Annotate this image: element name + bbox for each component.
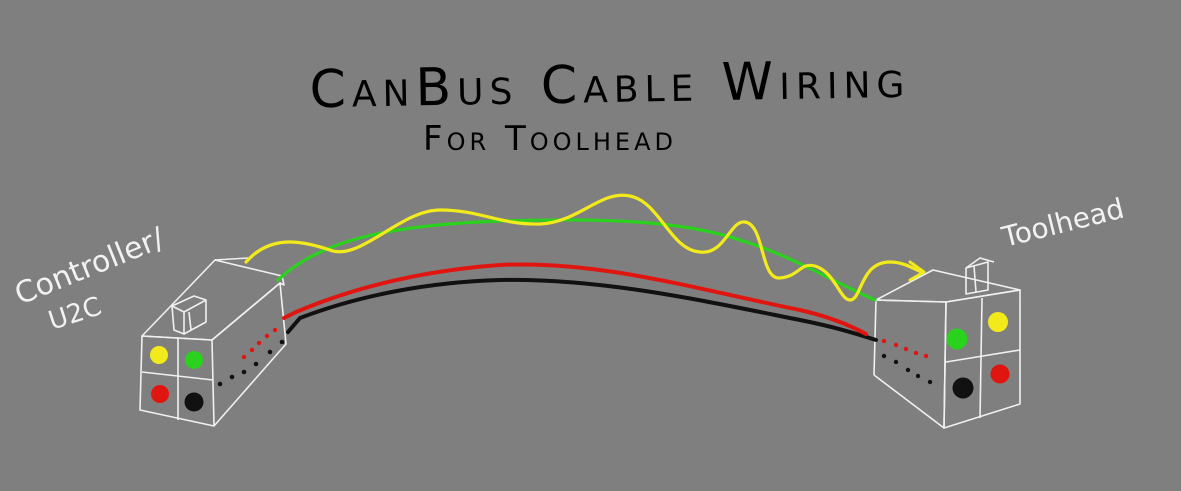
controller-wire-ends (217, 327, 285, 387)
toolhead-pins (946, 312, 1010, 399)
controller-box (139, 257, 287, 427)
red-wire (282, 262, 868, 336)
controller-pins (150, 346, 204, 412)
diagram-subtitle: For Toolhead (423, 119, 677, 159)
toolhead-wire-ends (881, 338, 933, 385)
yellow-arrow-head (908, 260, 926, 282)
controller-pin-black (184, 392, 204, 412)
toolhead-black-dots (881, 353, 933, 385)
controller-pin-green (185, 351, 203, 369)
toolhead-pin-green (946, 328, 968, 350)
toolhead-pin-red (990, 364, 1010, 384)
diagram-title: CanBus Cable Wiring (309, 50, 911, 120)
controller-red-dots (241, 327, 278, 360)
toolhead-label: Toolhead (998, 192, 1128, 254)
controller-black-dots (217, 339, 285, 387)
controller-pin-yellow (150, 346, 168, 364)
toolhead-pin-black (952, 377, 974, 399)
controller-pin-red (151, 385, 169, 403)
green-wire (276, 218, 877, 302)
toolhead-red-dots (881, 338, 929, 359)
toolhead-pin-yellow (988, 312, 1008, 332)
toolhead-box (873, 257, 1021, 429)
wires (244, 193, 926, 342)
yellow-wire (244, 193, 924, 302)
black-wire (286, 277, 878, 342)
